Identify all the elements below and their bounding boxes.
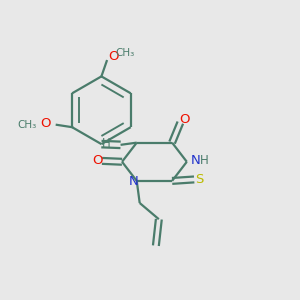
- Text: O: O: [108, 50, 119, 63]
- Text: O: O: [179, 113, 190, 126]
- Text: O: O: [92, 154, 103, 167]
- Text: O: O: [40, 117, 50, 130]
- Text: CH₃: CH₃: [17, 119, 37, 130]
- Text: S: S: [195, 173, 204, 186]
- Text: H: H: [102, 137, 111, 150]
- Text: N: N: [128, 175, 138, 188]
- Text: H: H: [200, 154, 208, 166]
- Text: CH₃: CH₃: [115, 48, 135, 58]
- Text: N: N: [191, 154, 201, 167]
